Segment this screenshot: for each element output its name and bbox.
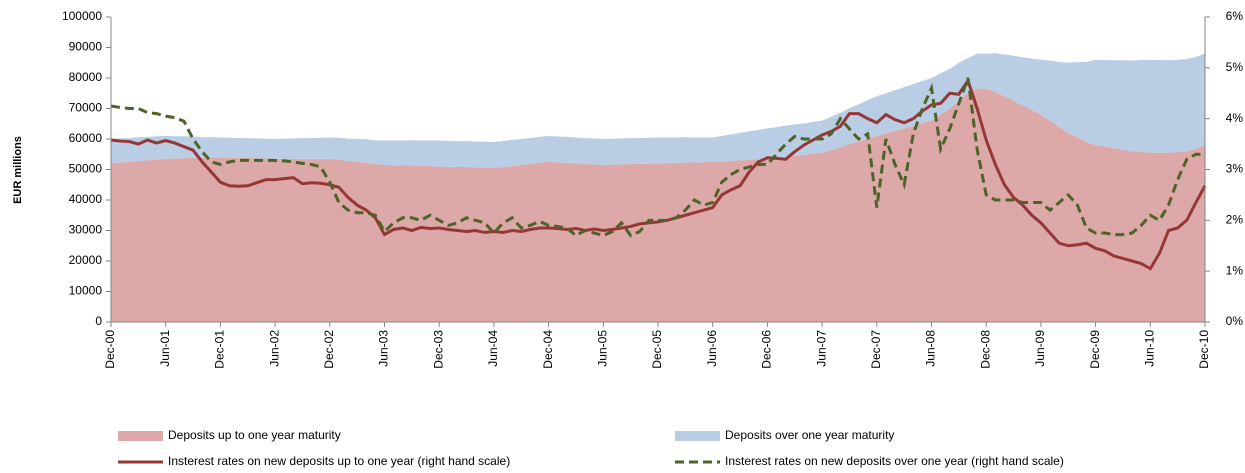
y-tick-label: 100000 [62,9,102,23]
x-tick-label: Jun-04 [486,330,500,367]
y-tick-label: 30000 [69,223,103,237]
y2-tick-label: 2% [1226,213,1244,227]
x-tick-label: Jun-07 [814,330,828,367]
y-tick-label: 50000 [69,162,103,176]
x-tick-label: Dec-08 [978,330,992,369]
line [110,77,1207,271]
x-tick-label: Jun-06 [705,330,719,367]
x-tick-label: Jun-02 [267,330,281,367]
x-tick-label: Dec-04 [541,330,555,369]
x-tick-label: Jun-03 [377,330,391,367]
x-tick-label: Dec-01 [213,330,227,369]
x-tick-label: Dec-07 [869,330,883,369]
x-tick-label: Dec-02 [322,330,336,369]
y2-tick-label: 6% [1226,9,1244,23]
area [111,53,1205,168]
area [111,88,1205,322]
y-tick-label: 20000 [69,253,103,267]
legend-label: Deposits over one year maturity [725,428,894,442]
y-tick-label: 10000 [69,284,103,298]
y-tick-label: 60000 [69,131,103,145]
y-tick-label: 40000 [69,192,103,206]
legend-label: Insterest rates on new deposits over one… [725,454,1064,468]
y-axis-label: EUR millions [12,136,24,204]
x-tick-label: Dec-00 [103,330,117,369]
y-tick-label: 70000 [69,101,103,115]
legend-swatch [675,431,720,441]
x-tick-label: Jun-01 [158,330,172,367]
plot [110,53,1207,322]
x-tick-label: Dec-06 [760,330,774,369]
y-tick-label: 80000 [69,70,103,84]
line [110,77,1205,238]
x-tick-label: Jun-05 [595,330,609,367]
legend-label: Insterest rates on new deposits up to on… [168,454,510,468]
y-tick-label: 0 [95,314,102,328]
y2-tick-label: 5% [1226,60,1244,74]
legend-swatch [118,431,163,441]
y2-tick-label: 0% [1226,314,1244,328]
x-tick-label: Dec-10 [1197,330,1211,369]
y-tick-label: 90000 [69,40,103,54]
x-tick-label: Dec-05 [650,330,664,369]
x-tick-label: Dec-09 [1088,330,1102,369]
y2-tick-label: 1% [1226,263,1244,277]
legend-label: Deposits up to one year maturity [168,428,341,442]
x-tick-label: Dec-03 [431,330,445,369]
y2-tick-label: 4% [1226,111,1244,125]
y2-tick-label: 3% [1226,162,1244,176]
x-tick-label: Jun-08 [924,330,938,367]
x-tick-label: Jun-09 [1033,330,1047,367]
x-tick-label: Jun-10 [1142,330,1156,367]
